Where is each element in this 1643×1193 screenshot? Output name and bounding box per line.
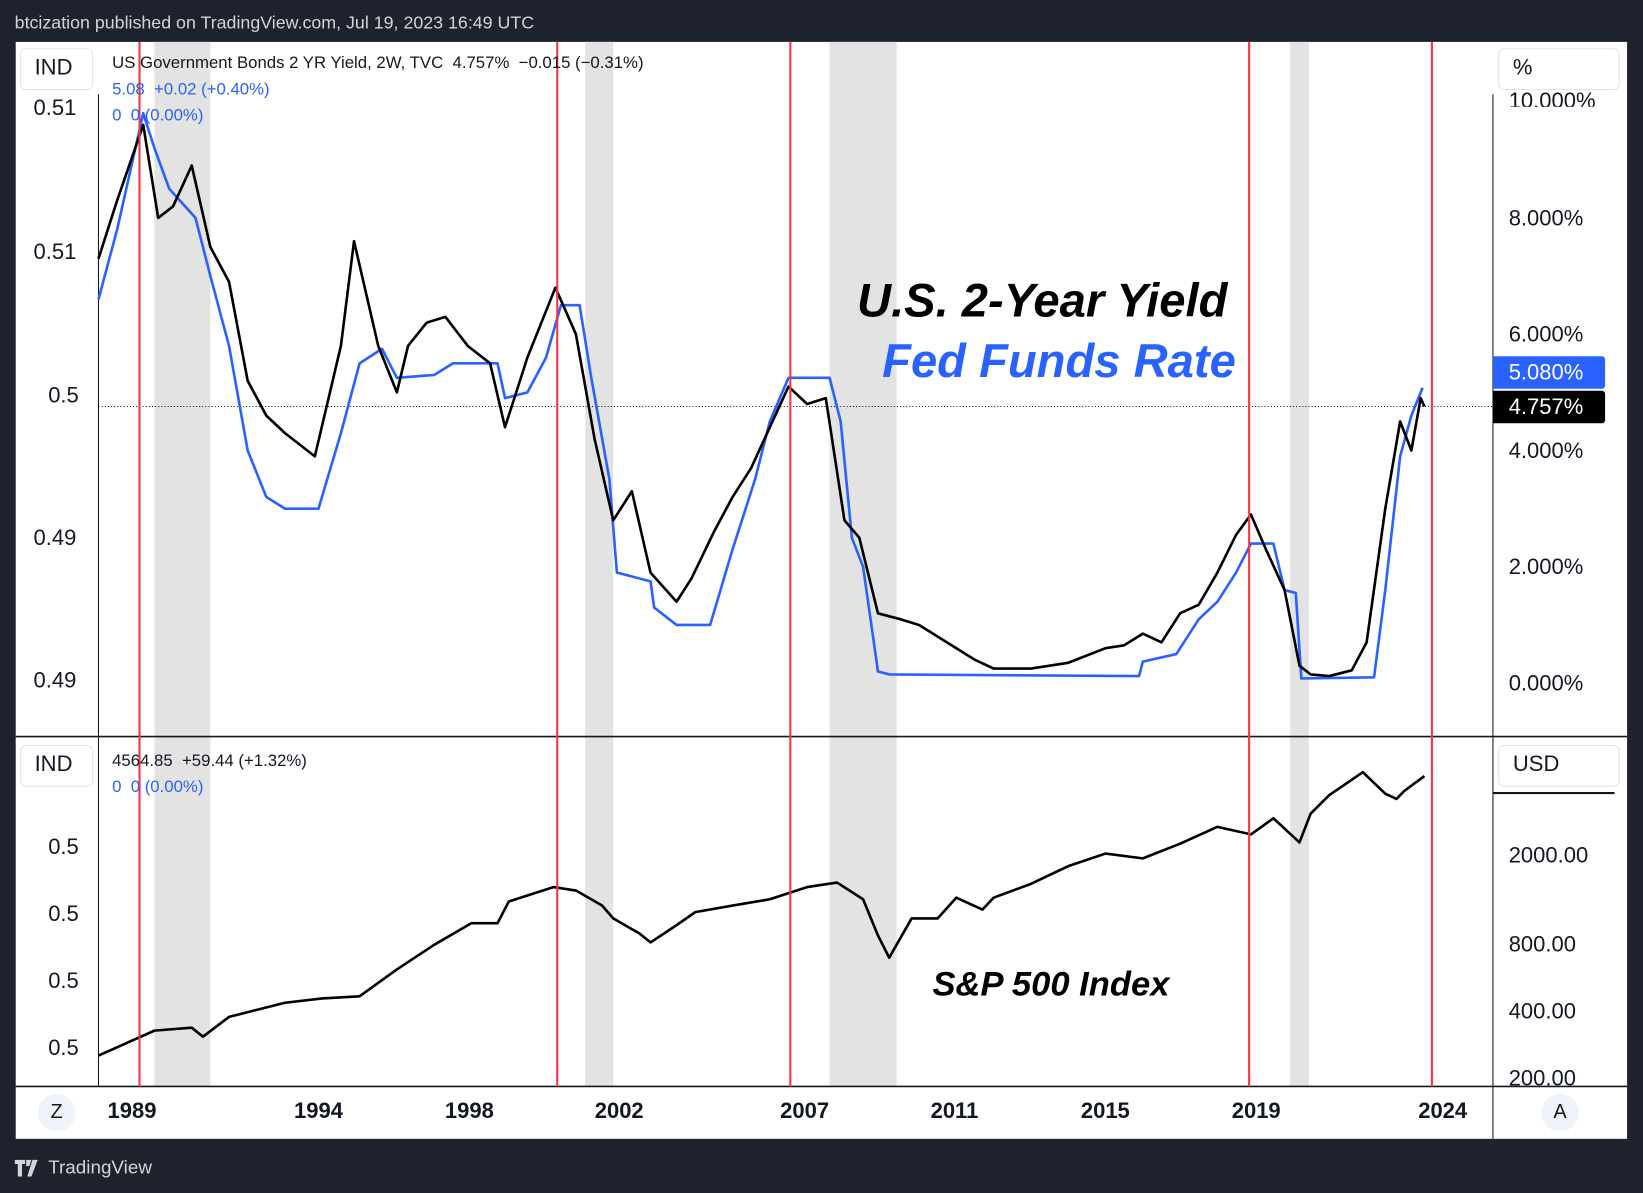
recession-band: [1290, 41, 1309, 1087]
time-label: 2002: [594, 1099, 644, 1124]
yield-title: U.S. 2-Year Yield: [857, 273, 1228, 327]
right-tick: 0.000%: [1508, 671, 1584, 696]
left-tick: 0.51: [33, 96, 77, 121]
left-tick: 0.5: [48, 835, 79, 860]
right-tick: 10.000%: [1508, 89, 1596, 107]
time-label: 2015: [1080, 1099, 1130, 1124]
chart-container[interactable]: [15, 41, 1628, 1139]
right-tick: 8.000%: [1508, 206, 1584, 231]
time-label: 1989: [107, 1099, 157, 1124]
right-tick: 6.000%: [1508, 322, 1584, 347]
indicator-legend: 0 0 (0.00%): [112, 106, 204, 125]
right-tick: 4.000%: [1508, 438, 1584, 464]
left-tick: 0.49: [33, 668, 77, 693]
fed-funds-line: [97, 111, 1424, 680]
main-unit-button[interactable]: %: [1498, 48, 1620, 91]
right-tick: 2000.00: [1508, 843, 1589, 868]
time-label: 2019: [1231, 1099, 1281, 1124]
right-tick: 200.00: [1508, 1066, 1576, 1086]
lower-scale-mode-button[interactable]: IND: [19, 744, 94, 787]
main-scale-mode-button[interactable]: IND: [19, 48, 94, 91]
left-tick: 0.5: [48, 969, 79, 994]
fed-legend: 5.08 +0.02 (+0.40%): [112, 80, 270, 99]
time-label: 2024: [1418, 1099, 1468, 1124]
time-label: 2011: [930, 1099, 979, 1124]
fed-title: Fed Funds Rate: [882, 334, 1236, 388]
spx-line: [97, 770, 1426, 1057]
left-tick: 0.5: [48, 383, 79, 408]
recession-band: [585, 41, 614, 1087]
brand-name: TradingView: [48, 1156, 152, 1178]
tradingview-logo-icon: [14, 1159, 38, 1177]
time-label: 1994: [294, 1099, 343, 1124]
time-label: 1998: [444, 1099, 494, 1124]
right-tick: 800.00: [1508, 932, 1576, 957]
published-caption: btcization published on TradingView.com,…: [14, 12, 535, 33]
right-tick: 400.00: [1508, 999, 1576, 1024]
right-tick: 2.000%: [1508, 555, 1584, 580]
left-tick: 0.5: [48, 902, 79, 927]
auto-scale-button[interactable]: A: [1541, 1093, 1579, 1132]
zoom-button[interactable]: Z: [37, 1093, 76, 1132]
yield-price-tag: 4.757%: [1492, 390, 1606, 424]
lower-indicator-legend: 0 0 (0.00%): [112, 778, 204, 797]
spx-legend: 4564.85 +59.44 (+1.32%): [112, 752, 307, 771]
left-tick: 0.51: [33, 239, 77, 265]
left-tick: 0.49: [33, 525, 77, 551]
recession-band: [154, 41, 211, 1087]
tradingview-logo[interactable]: TradingView: [14, 1156, 152, 1179]
left-tick: 0.5: [48, 1036, 79, 1061]
fed-price-tag: 5.080%: [1492, 356, 1606, 389]
yield-2y-line: [97, 123, 1426, 678]
time-label: 2007: [780, 1099, 830, 1124]
yield-legend: US Government Bonds 2 YR Yield, 2W, TVC …: [112, 54, 644, 73]
spx-title: S&P 500 Index: [932, 963, 1170, 1003]
lower-unit-button[interactable]: USD: [1498, 744, 1620, 787]
